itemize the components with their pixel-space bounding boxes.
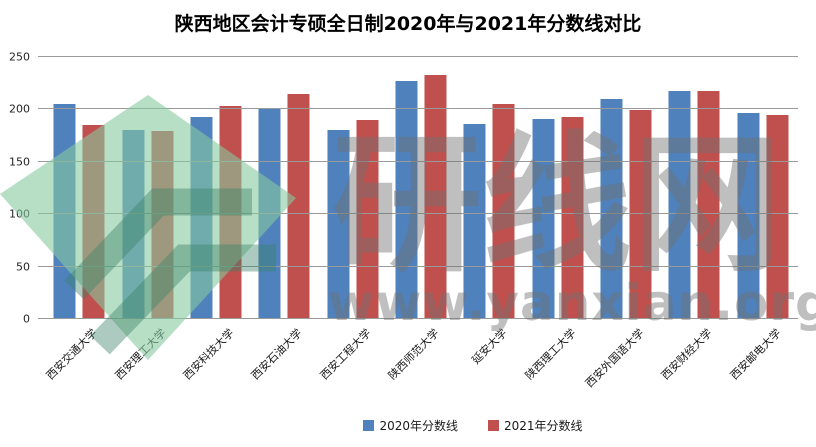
bar-2020年分数线 [258,109,281,319]
bar-group: 西安工程大学 [317,57,387,382]
bar-2021年分数线 [287,93,310,319]
y-axis: 0 50 100 150 200 250 [0,52,38,325]
bar-2021年分数线 [82,125,105,319]
bar-group: 西安理工大学 [112,57,182,382]
bar-2021年分数线 [356,119,379,319]
gridline-250 [38,56,798,57]
x-axis-label: 西安外国语大学 [583,326,647,391]
bar-pair [258,57,310,319]
legend-label: 2020年分数线 [379,419,458,433]
bar-pair [737,57,789,319]
y-tick-label-50: 50 [16,260,30,274]
bar-groups: 西安交通大学 西安理工大学 西安科技大学 西安石油大学 西安工程大学 陕西师范大学 延安大学… [44,57,798,390]
bar-2020年分数线 [737,112,760,319]
bar-group: 陕西师范大学 [386,57,456,382]
bar-group: 延安大学 [456,57,524,367]
bar-2021年分数线 [492,104,515,319]
y-tick-label-100: 100 [9,207,30,221]
legend-label: 2021年分数线 [504,419,583,433]
bar-2020年分数线 [190,116,213,319]
legend: 2020年分数线 2021年分数线 [0,417,816,434]
bar-group: 西安交通大学 [44,57,114,382]
x-axis-label: 西安石油大学 [249,326,305,383]
plot-area: 西安交通大学 西安理工大学 西安科技大学 西安石油大学 西安工程大学 陕西师范大学 延安大学… [38,56,798,390]
x-axis-label: 西安财经大学 [659,326,716,383]
legend-swatch-icon [363,420,375,431]
bar-group: 陕西理工大学 [522,57,593,382]
bar-2020年分数线 [53,104,76,319]
x-axis-label: 延安大学 [469,326,510,367]
bar-2021年分数线 [697,90,720,319]
chart-title: 陕西地区会计专硕全日制2020年与2021年分数线对比 [174,13,642,35]
y-tick-label-150: 150 [9,155,30,169]
bar-2021年分数线 [766,114,789,319]
bar-2020年分数线 [395,81,418,319]
bar-pair [668,57,720,319]
bar-pair [122,57,174,319]
bar-group: 西安财经大学 [659,57,729,382]
bar-2020年分数线 [600,98,623,319]
bar-2021年分数线 [561,116,584,319]
bar-pair [327,57,379,319]
y-tick-label-200: 200 [9,102,30,116]
y-tick-label-0: 0 [23,312,30,326]
x-axis-label: 陕西师范大学 [385,326,442,383]
legend-item: 2021年分数线 [488,417,583,434]
bar-2021年分数线 [151,131,174,319]
bar-group: 西安石油大学 [249,57,319,382]
bar-2021年分数线 [629,110,652,319]
gridline-200 [38,108,798,110]
x-axis-label: 西安邮电大学 [727,326,784,383]
legend-swatch-icon [488,420,499,431]
x-axis-label: 西安理工大学 [112,326,169,383]
bar-2020年分数线 [463,124,486,319]
gridline-0 [38,318,798,319]
y-tick-label-250: 250 [9,50,30,64]
gridline-150 [38,160,798,162]
x-axis-label: 陕西理工大学 [522,326,579,383]
bar-group: 西安科技大学 [181,57,251,382]
bar-2020年分数线 [532,118,555,319]
x-axis-label: 西安科技大学 [180,326,237,383]
gridline-50 [38,265,798,267]
x-axis-label: 西安工程大学 [317,326,374,383]
bar-2020年分数线 [668,90,691,319]
x-axis-label: 西安交通大学 [43,326,100,383]
bar-group: 西安外国语大学 [583,57,661,390]
bar-2020年分数线 [122,130,145,319]
legend-item: 2020年分数线 [363,417,458,434]
bar-pair [190,57,242,319]
gridline-100 [38,213,798,215]
bar-2020年分数线 [327,130,350,319]
bar-pair [600,57,652,319]
bar-pair [395,57,447,319]
bar-group: 西安邮电大学 [728,57,798,382]
bar-pair [463,57,515,319]
bar-2021年分数线 [424,74,447,319]
bar-pair [53,57,105,319]
bar-pair [532,57,584,319]
